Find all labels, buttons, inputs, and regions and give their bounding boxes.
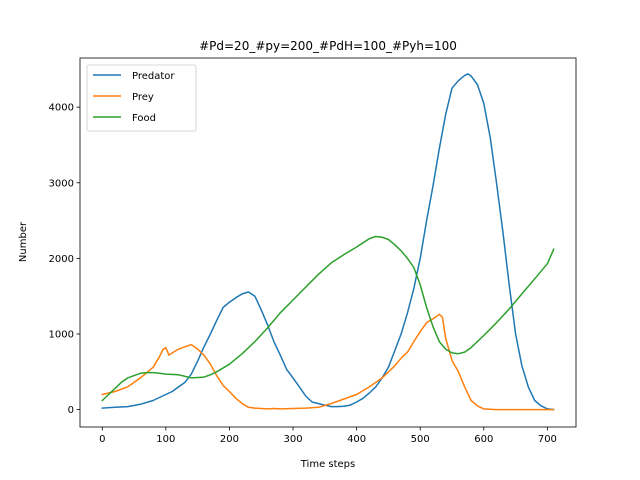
series-layer	[101, 73, 555, 411]
y-axis-label: Number	[18, 221, 29, 262]
x-tick-label: 500	[411, 434, 430, 445]
x-tick-label: 0	[99, 434, 105, 445]
legend-label-predator: Predator	[132, 71, 175, 82]
x-tick-label: 300	[283, 434, 302, 445]
legend-box	[86, 64, 197, 132]
y-tick-label: 4000	[49, 103, 74, 114]
x-tick-label: 700	[538, 434, 557, 445]
series-line-predator	[101, 73, 555, 411]
chart-title: #Pd=20_#py=200_#PdH=100_#Pyh=100	[199, 39, 457, 53]
y-tick-label: 0	[68, 405, 74, 416]
x-axis-label: Time steps	[300, 459, 356, 470]
x-tick-label: 400	[347, 434, 366, 445]
legend-label-prey: Prey	[132, 92, 154, 103]
y-tick-label: 2000	[49, 254, 74, 265]
series-line-prey	[101, 313, 555, 411]
x-tick-label: 200	[220, 434, 239, 445]
legend: Predator Prey Food	[86, 64, 197, 132]
x-axis: 0 100 200 300 400 500 600 700	[99, 427, 557, 445]
x-tick-label: 600	[474, 434, 493, 445]
y-axis: 0 1000 2000 3000 4000	[49, 103, 80, 416]
y-tick-label: 1000	[49, 329, 74, 340]
y-tick-label: 3000	[49, 178, 74, 189]
legend-label-food: Food	[132, 113, 156, 124]
series-line-food	[101, 235, 555, 402]
x-tick-label: 100	[156, 434, 175, 445]
plot-frame	[79, 57, 577, 428]
